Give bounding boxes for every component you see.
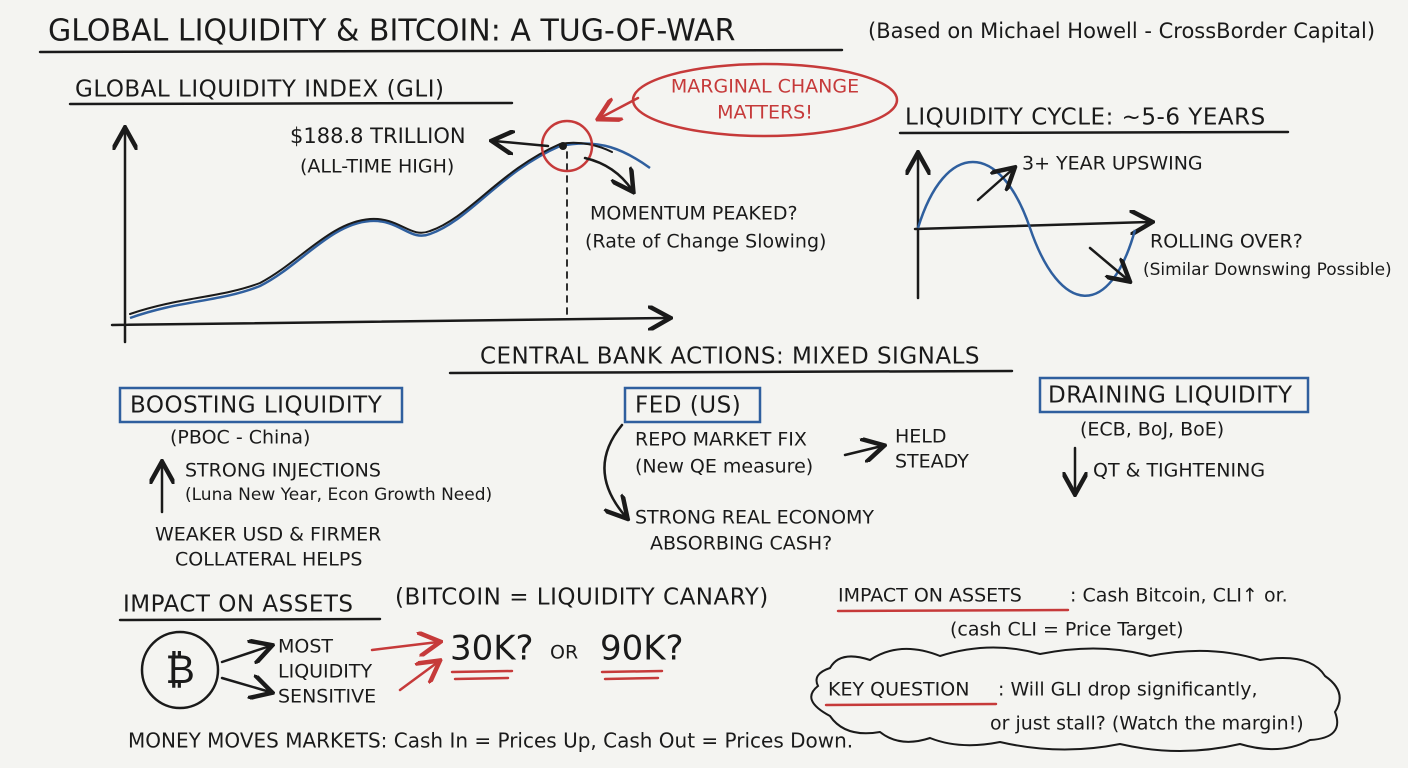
footer: MONEY MOVES MARKETS: Cash In = Prices Up… [128, 729, 853, 753]
upswing: 3+ YEAR UPSWING [1022, 153, 1203, 175]
arrow [1088, 246, 1128, 280]
line: HELD [895, 426, 947, 448]
momentum-note: (Rate of Change Slowing) [585, 231, 826, 253]
impact-subheading: (BITCOIN = LIQUIDITY CANARY) [395, 585, 769, 611]
impact-right-text: : Cash Bitcoin, CLI↑ or. [1070, 585, 1288, 607]
underline [453, 676, 510, 681]
target-high: 90K? [600, 629, 684, 669]
line: (Luna New Year, Econ Growth Need) [185, 485, 492, 505]
arrow [220, 646, 270, 662]
bitcoin-circle [140, 630, 220, 710]
x-axis [110, 318, 668, 325]
box [118, 386, 404, 424]
rolling: ROLLING OVER? [1150, 231, 1303, 253]
callout-arrow [600, 96, 640, 118]
underline [600, 669, 664, 674]
underline [836, 608, 1070, 613]
momentum: MOMENTUM PEAKED? [590, 203, 798, 225]
or: OR [550, 642, 578, 664]
peak-note: (ALL-TIME HIGH) [300, 156, 454, 178]
line: ABSORBING CASH? [650, 533, 832, 555]
underline [898, 130, 1290, 135]
underline [450, 669, 514, 674]
arrow [494, 141, 550, 146]
impact-heading: IMPACT ON ASSETS [123, 592, 354, 618]
arrow [583, 156, 632, 190]
arrow [603, 423, 626, 517]
underline [824, 702, 998, 707]
line: (New QE measure) [635, 456, 813, 478]
gli-heading: GLOBAL LIQUIDITY INDEX (GLI) [75, 77, 444, 103]
arrow-red [398, 662, 438, 692]
arrow-red [370, 642, 438, 650]
subtitle: (Based on Michael Howell - CrossBorder C… [868, 19, 1375, 43]
cycle-wave [916, 160, 1137, 297]
underline [603, 676, 660, 681]
x-axis [913, 222, 1150, 229]
key-question: : Will GLI drop significantly, [998, 679, 1258, 701]
callout: MATTERS! [717, 102, 813, 124]
line: REPO MARKET FIX [635, 429, 807, 451]
underline [118, 617, 382, 622]
box [1038, 376, 1310, 414]
box-title: BOOSTING LIQUIDITY [130, 393, 383, 419]
box-title: DRAINING LIQUIDITY [1048, 383, 1293, 409]
title-underline [38, 48, 844, 54]
box-title: FED (US) [635, 393, 741, 419]
impact-right-note: (cash CLI = Price Target) [950, 619, 1184, 641]
who: (ECB, BoJ, BoE) [1080, 419, 1224, 441]
sensitivity: SENSITIVE [278, 686, 376, 708]
key-question: or just stall? (Watch the margin!) [990, 713, 1304, 735]
line: QT & TIGHTENING [1093, 460, 1265, 482]
callout: MARGINAL CHANGE [671, 76, 859, 98]
peak-dot [559, 142, 567, 150]
underline [448, 369, 1014, 375]
arrow [976, 169, 1013, 202]
target-low: 30K? [450, 629, 534, 669]
bitcoin-symbol: ₿ [165, 647, 195, 693]
impact-right-heading: IMPACT ON ASSETS [838, 585, 1022, 607]
sensitivity: MOST [278, 636, 333, 658]
line: WEAKER USD & FIRMER [155, 524, 381, 546]
peak-value: $188.8 TRILLION [290, 124, 466, 148]
cycle-heading: LIQUIDITY CYCLE: ~5-6 YEARS [905, 105, 1266, 131]
underline [68, 101, 514, 106]
arrow [220, 678, 270, 692]
sensitivity: LIQUIDITY [278, 661, 372, 683]
cloud [810, 646, 1341, 752]
key-question-label: KEY QUESTION [828, 679, 969, 701]
line: STEADY [895, 451, 969, 473]
arrow [843, 446, 882, 455]
line: STRONG REAL ECONOMY [635, 507, 874, 529]
line: COLLATERAL HELPS [175, 549, 362, 571]
rolling-note: (Similar Downswing Possible) [1143, 260, 1392, 280]
line: STRONG INJECTIONS [185, 460, 381, 482]
who: (PBOC - China) [170, 427, 310, 449]
title: GLOBAL LIQUIDITY & BITCOIN: A TUG-OF-WAR [48, 14, 736, 49]
central-heading: CENTRAL BANK ACTIONS: MIXED SIGNALS [480, 344, 980, 370]
box [623, 386, 762, 424]
